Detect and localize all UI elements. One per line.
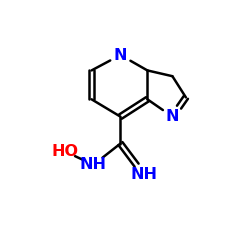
Text: NH: NH [80, 157, 107, 172]
Text: NH: NH [130, 167, 157, 182]
Text: HO: HO [51, 144, 78, 159]
Text: N: N [114, 48, 127, 62]
Text: N: N [166, 109, 179, 124]
